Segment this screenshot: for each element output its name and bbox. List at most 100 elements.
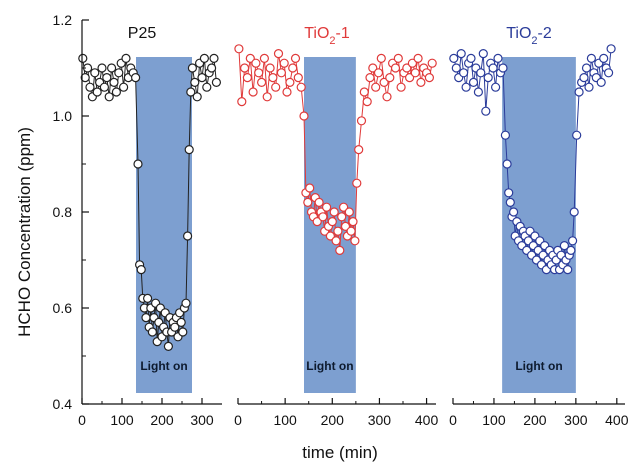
data-point — [121, 53, 131, 64]
x-tick-label: 0 — [234, 412, 242, 428]
panel-2: Light on 0 100 200 300 400 TiO2-1 — [234, 25, 438, 428]
data-point — [359, 87, 369, 97]
data-point — [257, 77, 267, 88]
light-on-label: Light on — [515, 359, 562, 373]
data-point — [348, 217, 358, 227]
data-point — [505, 197, 515, 207]
data-point — [197, 72, 207, 83]
data-point — [85, 82, 95, 92]
data-point — [579, 72, 589, 83]
data-point — [331, 236, 341, 246]
data-point — [356, 116, 367, 126]
data-point — [293, 72, 303, 83]
data-point — [114, 68, 124, 78]
data-point — [279, 58, 289, 68]
data-point — [483, 72, 493, 83]
data-point — [202, 82, 212, 92]
data-point — [407, 58, 417, 68]
data-point — [276, 68, 286, 78]
light-on-label: Light on — [140, 359, 187, 373]
x-tick-label: 100 — [110, 412, 134, 428]
data-point — [451, 63, 461, 73]
data-point — [468, 77, 479, 88]
data-point — [322, 202, 332, 212]
data-point — [339, 202, 349, 212]
data-point — [265, 63, 275, 73]
data-point — [572, 130, 582, 140]
data-point — [390, 63, 401, 73]
data-point — [141, 313, 151, 323]
data-point — [354, 145, 364, 155]
data-point — [459, 68, 469, 78]
data-point — [574, 87, 584, 97]
data-point — [488, 63, 498, 73]
data-point — [251, 58, 261, 68]
data-point — [131, 72, 141, 83]
data-point — [186, 87, 196, 97]
data-point — [466, 53, 476, 64]
data-point — [237, 96, 247, 107]
data-point — [596, 77, 606, 88]
data-point — [504, 188, 514, 198]
data-point — [240, 63, 250, 73]
data-point — [368, 63, 378, 73]
data-point — [303, 197, 313, 207]
x-tick-label: 300 — [368, 412, 392, 428]
data-point — [234, 44, 244, 54]
panel-3: Light on 0 100 200 300 400 TiO2-2 — [449, 25, 629, 428]
data-point — [288, 63, 298, 73]
data-point — [259, 53, 269, 64]
panel-1: Light on 0 100 200 300 P25 — [78, 25, 222, 428]
data-point — [143, 293, 153, 303]
data-point — [282, 87, 292, 97]
data-point — [147, 327, 157, 337]
data-point — [396, 82, 406, 92]
data-point — [109, 77, 119, 88]
panel-title: TiO2-2 — [506, 25, 552, 47]
data-point — [207, 63, 217, 73]
data-point — [136, 265, 146, 275]
data-point — [248, 87, 258, 97]
data-point — [581, 63, 592, 73]
data-point — [190, 77, 200, 88]
data-point — [584, 82, 594, 92]
x-axis-title: time (min) — [302, 443, 378, 462]
x-tick-label: 200 — [150, 412, 174, 428]
data-point — [290, 53, 301, 64]
data-point — [567, 236, 578, 246]
panel-title: P25 — [128, 25, 157, 42]
y-tick-label: 0.8 — [53, 204, 73, 220]
data-point — [449, 53, 459, 64]
x-tick-label: 400 — [605, 412, 629, 428]
data-point — [586, 53, 597, 64]
x-tick-label: 0 — [449, 412, 457, 428]
data-point — [559, 241, 570, 251]
data-point — [376, 53, 386, 64]
data-point — [242, 72, 252, 83]
x-tick-label: 400 — [415, 412, 439, 428]
data-point — [181, 298, 191, 308]
light-on-band — [502, 57, 576, 393]
data-point — [473, 87, 483, 97]
panel-title: TiO2-1 — [304, 25, 350, 47]
data-point — [329, 207, 339, 217]
data-point — [305, 183, 315, 193]
data-point — [327, 217, 337, 227]
x-tick-label: 0 — [78, 412, 86, 428]
data-point — [106, 63, 117, 73]
data-point — [461, 82, 471, 92]
series-line — [82, 58, 217, 347]
data-point — [273, 48, 284, 59]
data-point — [362, 96, 372, 107]
panels: Light on 0 100 200 300 P25 Light on 0 100 200 300 4… — [78, 25, 629, 428]
data-point — [606, 44, 616, 54]
data-point — [335, 245, 345, 255]
data-point — [379, 77, 389, 88]
data-point — [476, 68, 486, 78]
data-point — [99, 82, 110, 92]
data-point — [478, 48, 488, 59]
data-point — [104, 92, 114, 102]
x-tick-label: 100 — [273, 412, 297, 428]
data-point — [325, 231, 335, 241]
